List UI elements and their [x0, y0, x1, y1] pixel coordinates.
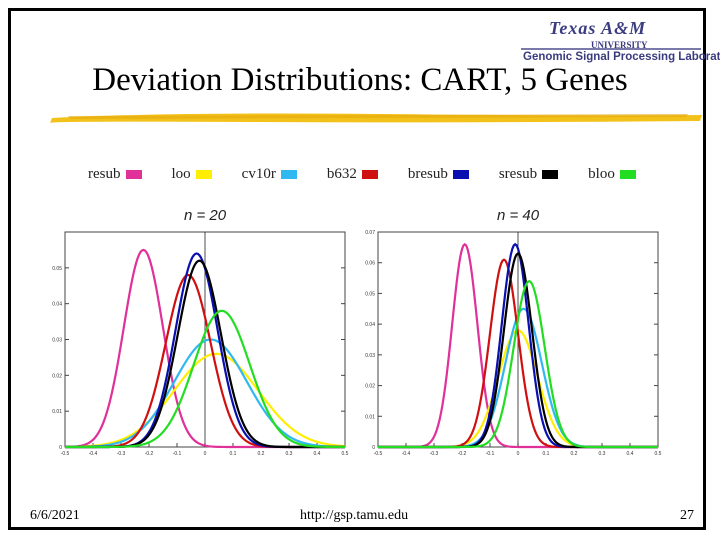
y-tick-label: 0 [59, 445, 62, 451]
x-tick-label: -0.2 [145, 451, 154, 457]
legend-swatch [619, 169, 636, 179]
y-tick-label: 0.01 [365, 414, 375, 420]
title-underline-brush [49, 113, 702, 123]
logo-rule [521, 48, 701, 50]
legend-item-bloo: bloo [588, 166, 636, 183]
x-tick-label: 0.1 [230, 451, 237, 457]
x-tick-label: -0.1 [486, 451, 495, 457]
chart-n40: n = 40 0 0.01 0.02 0.03 0.04 0.05 0.06 0.07 -0.5 -… [365, 207, 662, 457]
legend-swatch [125, 169, 142, 179]
x-tick-label: -0.5 [61, 451, 70, 457]
logo-university: Texas A&M [549, 18, 647, 38]
legend-label: loo [171, 165, 191, 182]
y-tick-label: 0.01 [52, 409, 62, 415]
legend-label: sresub [498, 165, 538, 182]
legend-item-resub: resub [88, 166, 142, 183]
legend-item-loo: loo [172, 166, 212, 183]
x-tick-label: -0.3 [117, 451, 126, 457]
x-tick-label: 0.3 [286, 451, 293, 457]
y-tick-label: 0.03 [365, 353, 375, 359]
footer-url[interactable]: http://gsp.tamu.edu [300, 508, 409, 523]
x-tick-label: 0.5 [655, 451, 662, 457]
x-tick-label: -0.2 [458, 451, 467, 457]
y-tick-label: 0.05 [52, 266, 62, 272]
legend-swatch [452, 169, 469, 179]
x-tick-label: -0.3 [430, 451, 439, 457]
chart-title: n = 20 [184, 207, 227, 224]
x-tick-label: -0.1 [173, 451, 182, 457]
y-tick-label: 0.02 [52, 373, 62, 379]
legend-label: resub [88, 165, 121, 182]
legend-item-bresub: bresub [408, 166, 469, 183]
chart-title: n = 40 [497, 207, 540, 224]
x-tick-label: 0 [517, 451, 520, 457]
chart-n20: n = 20 0 0.01 0.02 0.03 0.04 0.05 -0.5 -0.4 -0.3 -… [52, 207, 349, 457]
legend-label: b632 [326, 165, 357, 182]
footer-page-number: 27 [680, 508, 694, 523]
x-tick-label: -0.5 [374, 451, 383, 457]
legend-swatch [361, 169, 378, 179]
series-bloo [378, 279, 658, 449]
x-tick-label: 0.5 [342, 451, 349, 457]
x-tick-label: 0.3 [599, 451, 606, 457]
y-tick-label: 0.04 [365, 322, 375, 328]
y-tick-label: 0.02 [365, 384, 375, 390]
series-bloo [65, 309, 345, 449]
legend-item-cv10r: cv10r [242, 166, 297, 183]
y-tick-label: 0.03 [52, 338, 62, 344]
y-tick-label: 0.04 [52, 302, 62, 308]
x-tick-label: 0.4 [314, 451, 321, 457]
x-tick-label: -0.4 [89, 451, 98, 457]
legend-label: cv10r [241, 165, 276, 182]
chart-legend: resub loo cv10r b632 bresub sresub bloo [88, 164, 666, 184]
series-cv10r [65, 338, 346, 449]
y-tick-label: 0 [372, 445, 375, 451]
legend-item-sresub: sresub [498, 165, 559, 183]
y-tick-label: 0.05 [365, 291, 375, 297]
y-tick-label: 0.06 [365, 261, 375, 267]
logo-lab-name: Genomic Signal Processing Laboratory [523, 51, 720, 63]
legend-swatch [542, 169, 559, 179]
legend-swatch [280, 169, 297, 179]
series-loo [64, 352, 346, 448]
legend-label: bresub [407, 165, 448, 182]
lab-logo: Texas A&M UNIVERSITY Genomic Signal Proc… [519, 14, 720, 70]
footer-date: 6/6/2021 [30, 508, 80, 523]
legend-swatch [195, 169, 212, 179]
x-tick-label: 0.2 [571, 451, 578, 457]
slide-title: Deviation Distributions: CART, 5 Genes [92, 62, 628, 98]
logo-university-sub: UNIVERSITY [591, 40, 648, 50]
legend-item-b632: b632 [327, 166, 378, 183]
x-tick-label: 0.4 [627, 451, 634, 457]
legend-label: bloo [588, 165, 615, 182]
x-tick-label: -0.4 [402, 451, 411, 457]
y-tick-label: 0.07 [365, 230, 375, 236]
x-tick-label: 0.1 [543, 451, 550, 457]
x-tick-label: 0 [204, 451, 207, 457]
x-tick-label: 0.2 [258, 451, 265, 457]
